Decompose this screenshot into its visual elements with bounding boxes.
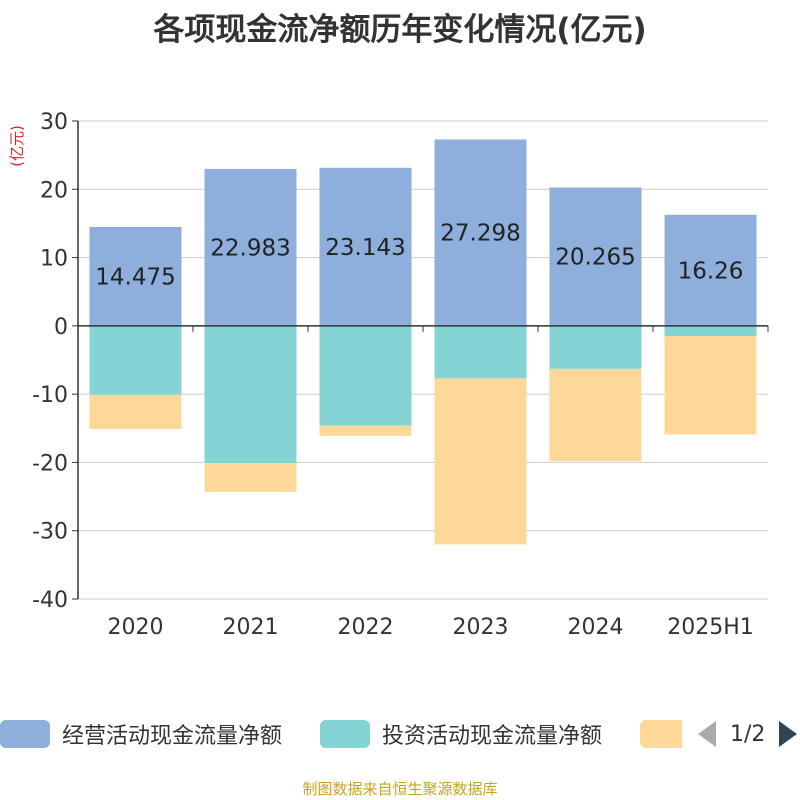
y-tick-label: 20 (40, 178, 68, 203)
y-axis-label: (亿元) (8, 125, 26, 167)
bars (89, 139, 757, 545)
y-tick-label: 10 (40, 247, 68, 272)
bar (319, 425, 412, 436)
bar (549, 187, 642, 326)
data-labels: 14.475 22.983 23.143 27.298 20.265 16.26 (95, 221, 743, 291)
bar (664, 325, 757, 337)
x-tick-label: 2022 (338, 615, 394, 640)
bar (319, 325, 412, 426)
bar (89, 227, 182, 326)
gridlines (78, 120, 768, 600)
data-label: 27.298 (440, 221, 520, 247)
bar (89, 325, 182, 395)
bar (89, 394, 182, 429)
data-label: 14.475 (95, 264, 175, 290)
y-tick-label: -20 (32, 451, 68, 476)
legend-label: 投资活动现金流量净额 (382, 724, 603, 749)
x-tick-label: 2023 (453, 615, 509, 640)
y-tick-label: -30 (32, 520, 68, 545)
bar (664, 214, 757, 326)
legend-pager: 1/2 (698, 716, 798, 752)
bar (204, 325, 297, 464)
chart-title: 各项现金流净额历年变化情况(亿元) (153, 12, 647, 48)
legend-item-investing[interactable]: 投资活动现金流量净额 (320, 716, 602, 752)
data-label: 22.983 (210, 235, 290, 261)
bar (434, 378, 527, 545)
x-tick-label: 2025H1 (667, 615, 754, 640)
legend: 经营活动现金流量净额 投资活动现金流量净额 1/2 (0, 716, 800, 752)
prev-page-icon[interactable] (698, 721, 716, 747)
legend-item-operating[interactable]: 经营活动现金流量净额 (0, 716, 282, 752)
data-source: 制图数据来自恒生聚源数据库 (302, 780, 498, 798)
data-label: 16.26 (678, 258, 744, 284)
chart-plot: 30 20 10 0 -10 -20 -30 -40 2020 2021 2022 2023 2024 2… (8, 110, 769, 640)
legend-swatch (0, 720, 50, 748)
y-tick-label: -40 (32, 588, 68, 613)
legend-swatch (640, 720, 682, 748)
bar (204, 168, 297, 326)
bar (549, 325, 642, 369)
bar (549, 368, 642, 462)
y-tick-label: -10 (32, 383, 68, 408)
data-label: 20.265 (555, 245, 635, 271)
bar (434, 139, 527, 326)
bar (319, 167, 412, 326)
next-page-icon[interactable] (779, 721, 798, 747)
x-tick-label: 2021 (223, 615, 279, 640)
x-tick-label: 2024 (568, 615, 624, 640)
bar (204, 463, 297, 492)
y-tick-label: 30 (40, 110, 68, 135)
legend-item-financing[interactable] (640, 716, 682, 752)
axes: 30 20 10 0 -10 -20 -30 -40 2020 2021 2022 2023 2024 2… (32, 110, 769, 640)
legend-page-indicator: 1/2 (730, 721, 766, 747)
y-tick-label: 0 (54, 315, 68, 340)
bar (434, 325, 527, 379)
data-label: 23.143 (325, 235, 405, 261)
legend-label: 经营活动现金流量净额 (62, 724, 283, 749)
bar (664, 336, 757, 435)
legend-swatch (320, 720, 370, 748)
x-tick-label: 2020 (108, 615, 164, 640)
